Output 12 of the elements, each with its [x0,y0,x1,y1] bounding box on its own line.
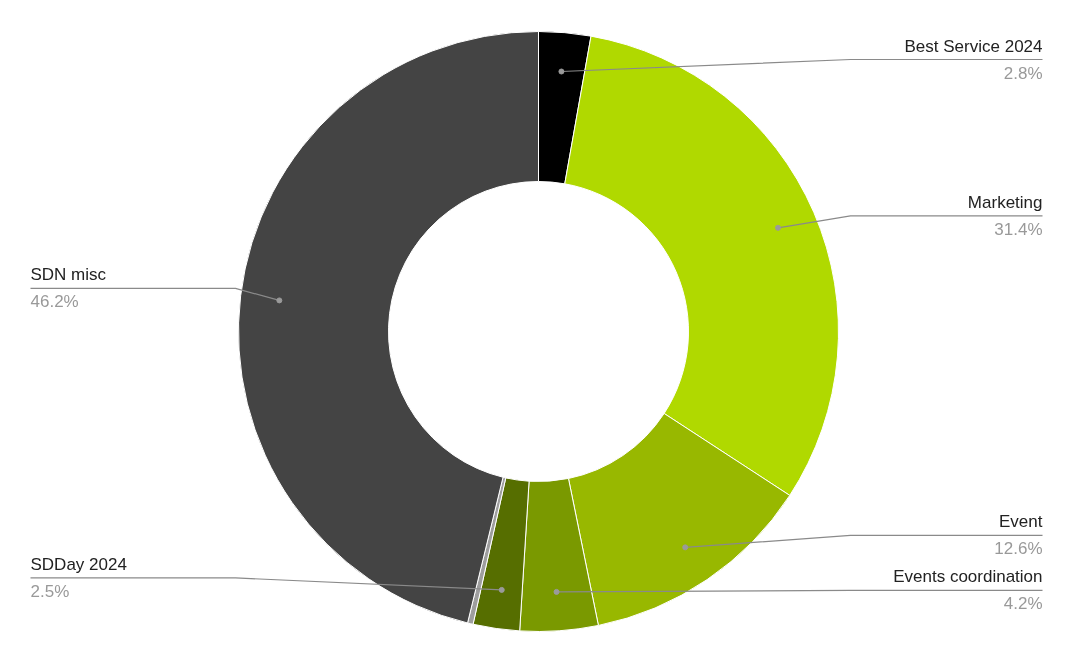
slice-label: Event [999,512,1043,532]
slice-label: Events coordination [893,567,1043,587]
slice-label: Best Service 2024 [904,36,1043,56]
data-label: 4.2% [1003,594,1043,614]
data-label: 2.5% [30,581,70,601]
slice-label: SDN misc [30,265,107,285]
data-label: 12.6% [994,539,1043,559]
slice-label: SDDay 2024 [30,554,127,574]
data-label: 31.4% [994,219,1043,239]
slice-label: Marketing [967,192,1043,212]
data-label: 46.2% [30,292,79,312]
data-label: 2.8% [1003,63,1043,83]
